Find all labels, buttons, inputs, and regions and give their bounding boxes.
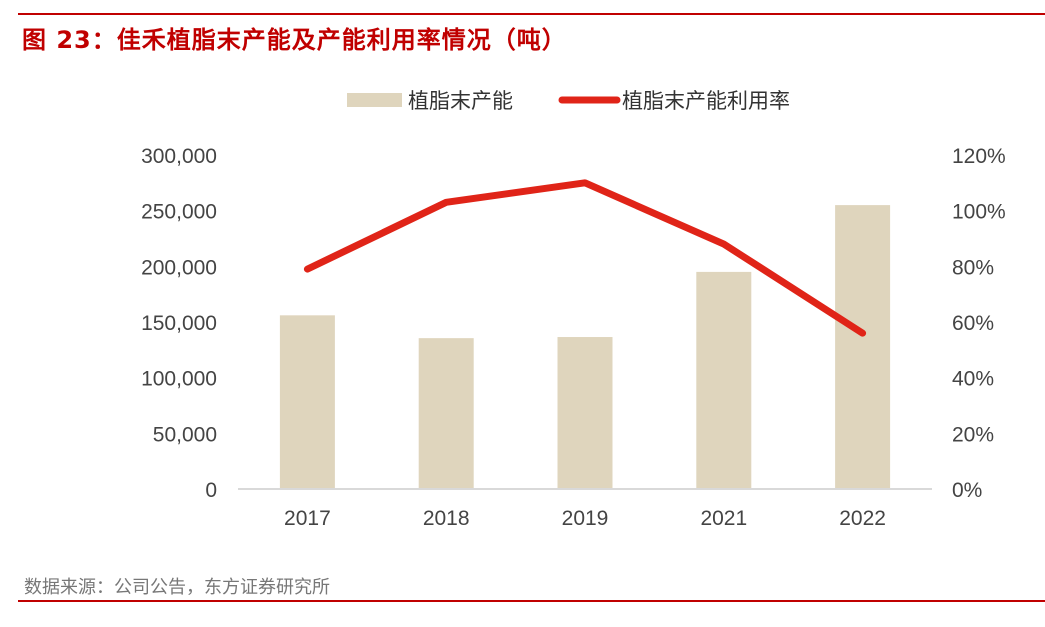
bottom-rule bbox=[18, 600, 1045, 602]
right-axis: 0% 20% 40% 60% 80% 100% 120% bbox=[952, 145, 1006, 502]
utilization-line bbox=[303, 179, 867, 337]
y-left-tick-label: 50,000 bbox=[153, 423, 217, 446]
x-tick-label: 2017 bbox=[284, 507, 331, 530]
y-left-tick-label: 150,000 bbox=[141, 312, 217, 335]
x-tick-label: 2019 bbox=[562, 507, 609, 530]
bars bbox=[279, 205, 891, 489]
legend: 植脂末产能 植脂末产能利用率 bbox=[347, 89, 790, 113]
y-left-tick-label: 100,000 bbox=[141, 368, 217, 391]
legend-bar-label: 植脂末产能 bbox=[408, 89, 513, 113]
y-right-tick-label: 0% bbox=[952, 479, 982, 502]
top-rule bbox=[18, 13, 1045, 15]
x-tick-label: 2022 bbox=[839, 507, 886, 530]
y-right-tick-label: 60% bbox=[952, 312, 994, 335]
y-right-tick-label: 80% bbox=[952, 256, 994, 279]
source-note: 数据来源：公司公告，东方证券研究所 bbox=[24, 577, 330, 598]
line-series bbox=[303, 179, 867, 337]
y-right-tick-label: 40% bbox=[952, 368, 994, 391]
y-right-tick-label: 120% bbox=[952, 145, 1006, 168]
x-axis: 2017 2018 2019 2021 2022 bbox=[284, 507, 886, 530]
x-tick-label: 2018 bbox=[423, 507, 470, 530]
y-right-tick-label: 100% bbox=[952, 201, 1006, 224]
bar-2022 bbox=[835, 205, 891, 489]
legend-bar-swatch bbox=[347, 93, 402, 107]
y-right-tick-label: 20% bbox=[952, 423, 994, 446]
y-left-tick-label: 300,000 bbox=[141, 145, 217, 168]
bar-2019 bbox=[557, 337, 613, 489]
y-left-tick-label: 250,000 bbox=[141, 201, 217, 224]
bar-2017 bbox=[279, 315, 335, 489]
y-left-tick-label: 0 bbox=[205, 479, 217, 502]
bar-2021 bbox=[696, 271, 752, 489]
x-tick-label: 2021 bbox=[700, 507, 747, 530]
left-axis: 0 50,000 100,000 150,000 200,000 250,000 300,0… bbox=[141, 145, 217, 502]
figure-title: 图 23：佳禾植脂末产能及产能利用率情况（吨） bbox=[22, 26, 567, 54]
bar-2018 bbox=[418, 338, 474, 489]
y-left-tick-label: 200,000 bbox=[141, 256, 217, 279]
legend-line-label: 植脂末产能利用率 bbox=[622, 89, 790, 113]
